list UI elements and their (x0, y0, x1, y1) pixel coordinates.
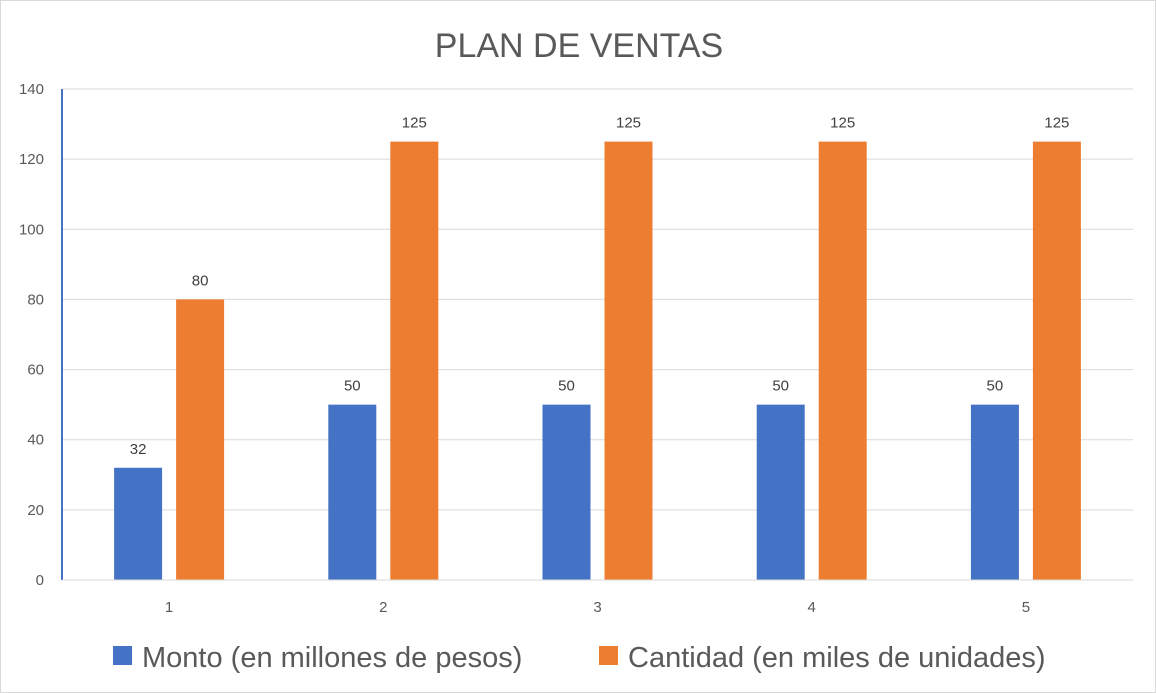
data-label: 50 (772, 378, 789, 395)
legend-item: Monto (en millones de pesos) (113, 642, 522, 674)
legend: Monto (en millones de pesos) Cantidad (en… (113, 642, 1046, 674)
y-tick-label: 80 (27, 291, 44, 308)
y-tick-label: 0 (36, 572, 44, 589)
data-label: 125 (616, 115, 641, 132)
bar (1032, 141, 1081, 580)
x-tick-label: 2 (379, 599, 387, 616)
bar (390, 141, 439, 580)
data-label: 125 (402, 115, 427, 132)
y-tick-label: 120 (19, 151, 44, 168)
data-label: 50 (344, 378, 361, 395)
legend-label: Cantidad (en miles de unidades) (628, 642, 1046, 674)
chart-title: PLAN DE VENTAS (435, 27, 723, 65)
x-axis: 1 2 3 4 5 (62, 579, 1133, 616)
y-tick-label: 100 (19, 221, 44, 238)
x-tick-label: 3 (593, 599, 601, 616)
data-label: 50 (558, 378, 575, 395)
legend-item: Cantidad (en miles de unidades) (599, 642, 1046, 674)
x-tick-label: 4 (808, 599, 816, 616)
y-tick-label: 60 (27, 362, 44, 379)
legend-label: Monto (en millones de pesos) (142, 642, 522, 674)
x-tick-label: 5 (1022, 599, 1030, 616)
bar (328, 404, 377, 580)
y-tick-label: 140 (19, 81, 44, 98)
bars (114, 141, 1081, 580)
data-label: 32 (130, 441, 147, 458)
data-label: 125 (1044, 115, 1069, 132)
gridlines (62, 88, 1133, 511)
data-label: 50 (987, 378, 1004, 395)
bar (970, 404, 1019, 580)
x-tick-label: 1 (165, 599, 173, 616)
bar (818, 141, 867, 580)
y-axis: 0 20 40 60 80 100 120 140 (19, 81, 63, 589)
legend-swatch (113, 646, 132, 665)
bar (756, 404, 805, 580)
bar (604, 141, 653, 580)
bar (114, 467, 163, 580)
data-label: 80 (192, 272, 209, 289)
bar (542, 404, 591, 580)
y-tick-label: 20 (27, 502, 44, 519)
y-tick-label: 40 (27, 432, 44, 449)
legend-swatch (599, 646, 618, 665)
data-label: 125 (830, 115, 855, 132)
bar (176, 299, 225, 580)
data-labels: 32 80 50 125 50 125 50 125 50 125 (130, 115, 1070, 458)
